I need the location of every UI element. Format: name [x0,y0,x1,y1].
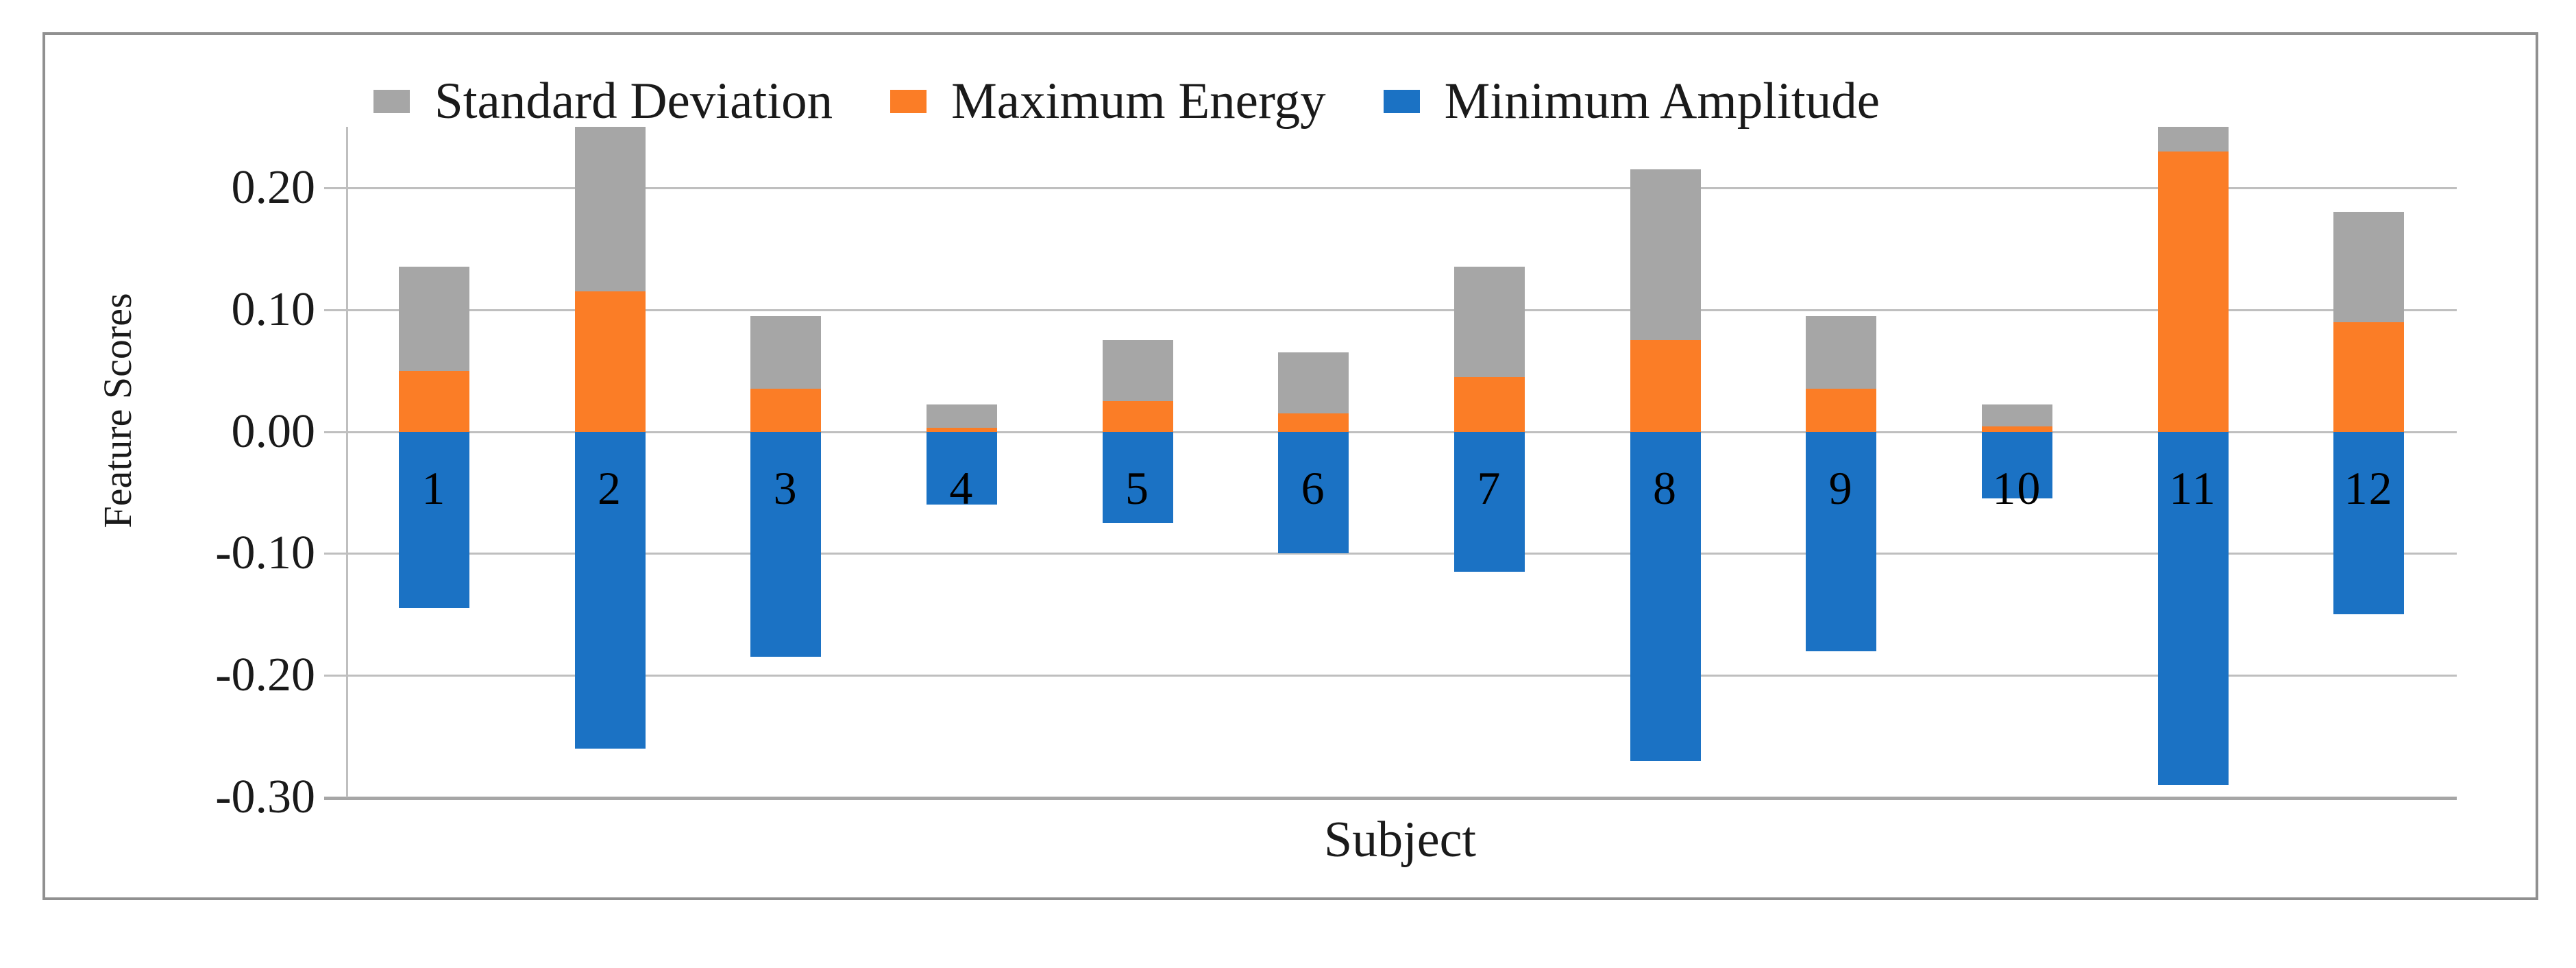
figure-border [42,32,2538,900]
bar-segment-minimum-amplitude [750,431,822,657]
legend-item: Minimum Amplitude [1383,73,1880,130]
bar-category-label: 3 [773,462,798,514]
bar-segment-minimum-amplitude [1278,431,1349,554]
bar-segment-standard-deviation [1981,404,2052,427]
bar-segment-minimum-amplitude [2333,431,2405,615]
bar-segment-standard-deviation [1630,169,1701,341]
legend-label: Maximum Energy [951,73,1326,130]
legend-swatch-minimum-amplitude [1383,90,1420,113]
bar-segment-minimum-amplitude [1453,431,1525,572]
bar-segment-minimum-amplitude [1806,431,1877,651]
bar-category-label: 12 [2344,462,2394,514]
y-tick-label: -0.20 [215,649,315,702]
bar-segment-maximum-energy [2333,322,2405,432]
y-tick-label: 0.00 [231,404,316,458]
x-axis-line [324,797,2457,800]
legend-swatch-maximum-energy [890,90,927,113]
legend-item: Maximum Energy [890,73,1326,130]
bar-segment-maximum-energy [750,389,822,432]
bar-segment-maximum-energy [1630,340,1701,432]
gridline [324,431,2457,433]
bar-segment-standard-deviation [398,267,469,371]
bar-segment-minimum-amplitude [398,431,469,609]
bar-segment-standard-deviation [1278,352,1349,413]
bar-category-label: 8 [1653,462,1678,514]
bar-segment-minimum-amplitude [1102,431,1173,523]
y-tick-label: -0.10 [215,527,315,580]
legend-item: Standard Deviation [373,74,833,129]
legend: Standard Deviation Maximum Energy Minimum … [373,74,1937,129]
bar-category-label: 6 [1301,462,1326,514]
y-axis-line [346,127,348,797]
bar-segment-maximum-energy [926,428,997,432]
x-axis-title: Subject [1324,812,1476,868]
bar-segment-standard-deviation [750,315,822,389]
bar-segment-standard-deviation [2157,127,2229,152]
gridline [324,308,2457,311]
y-tick-label: 0.10 [231,282,316,336]
legend-label: Standard Deviation [434,73,833,130]
bar-category-label: 4 [949,462,974,514]
legend-swatch-standard-deviation [373,90,410,113]
bar-category-label: 1 [421,462,447,514]
bar-segment-maximum-energy [1981,426,2052,432]
gridline [324,675,2457,677]
bar-category-label: 10 [1992,462,2042,514]
bar-segment-maximum-energy [2157,151,2229,432]
bar-category-label: 9 [1828,462,1854,514]
bar-segment-minimum-amplitude [1630,431,1701,761]
bar-segment-maximum-energy [1278,413,1349,432]
y-tick-label: -0.30 [215,771,315,823]
legend-label: Minimum Amplitude [1444,73,1880,130]
bar-segment-minimum-amplitude [2157,431,2229,786]
bar-segment-maximum-energy [398,370,469,432]
bar-category-label: 2 [598,462,622,514]
bar-segment-standard-deviation [1453,267,1525,377]
bar-segment-maximum-energy [1806,389,1877,432]
bar-segment-maximum-energy [574,291,646,432]
y-tick-label: 0.20 [231,160,316,214]
bar-segment-standard-deviation [574,127,646,292]
bar-segment-standard-deviation [1806,315,1877,389]
bar-segment-standard-deviation [1102,340,1173,402]
bar-category-label: 7 [1477,462,1502,514]
bar-segment-minimum-amplitude [926,431,997,505]
bar-segment-minimum-amplitude [1981,431,2052,499]
bar-segment-maximum-energy [1102,401,1173,432]
gridline [324,186,2457,189]
gridline [324,553,2457,555]
bar-category-label: 5 [1125,462,1150,514]
bar-segment-maximum-energy [1453,376,1525,432]
bar-segment-standard-deviation [926,404,997,428]
bar-segment-standard-deviation [2333,212,2405,322]
bar-segment-minimum-amplitude [574,431,646,749]
bar-category-label: 11 [2169,462,2217,514]
